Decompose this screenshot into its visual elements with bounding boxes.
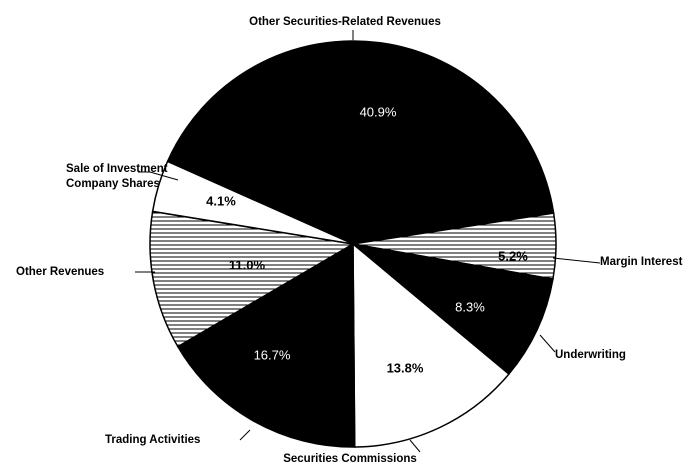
slice-label: Sale of Investment Company Shares — [66, 163, 168, 190]
slice-label: Margin Interest — [600, 256, 683, 268]
leader-lines — [135, 30, 601, 453]
pie-slice — [176, 242, 356, 448]
slice-label: Other Revenues — [16, 266, 105, 278]
value-label: 5.2% — [498, 248, 528, 264]
value-label: 40.9% — [359, 104, 397, 120]
slice-label: Underwriting — [555, 349, 626, 361]
value-label: 11.0% — [228, 257, 266, 273]
pie-slice — [151, 160, 354, 245]
value-label: 16.7% — [253, 347, 291, 363]
slice-label: Securities Commissions — [283, 453, 417, 465]
pie-slice — [166, 40, 555, 245]
pie-slice — [352, 242, 510, 448]
pie-slice — [350, 242, 554, 376]
slice-label: Trading Activities — [105, 434, 201, 446]
slice-label: Other Securities-Related Revenues — [249, 16, 441, 28]
value-label: 8.3% — [455, 299, 485, 315]
value-label: 13.8% — [386, 360, 424, 376]
value-label: 4.1% — [206, 193, 236, 209]
pie-slice — [149, 210, 356, 348]
